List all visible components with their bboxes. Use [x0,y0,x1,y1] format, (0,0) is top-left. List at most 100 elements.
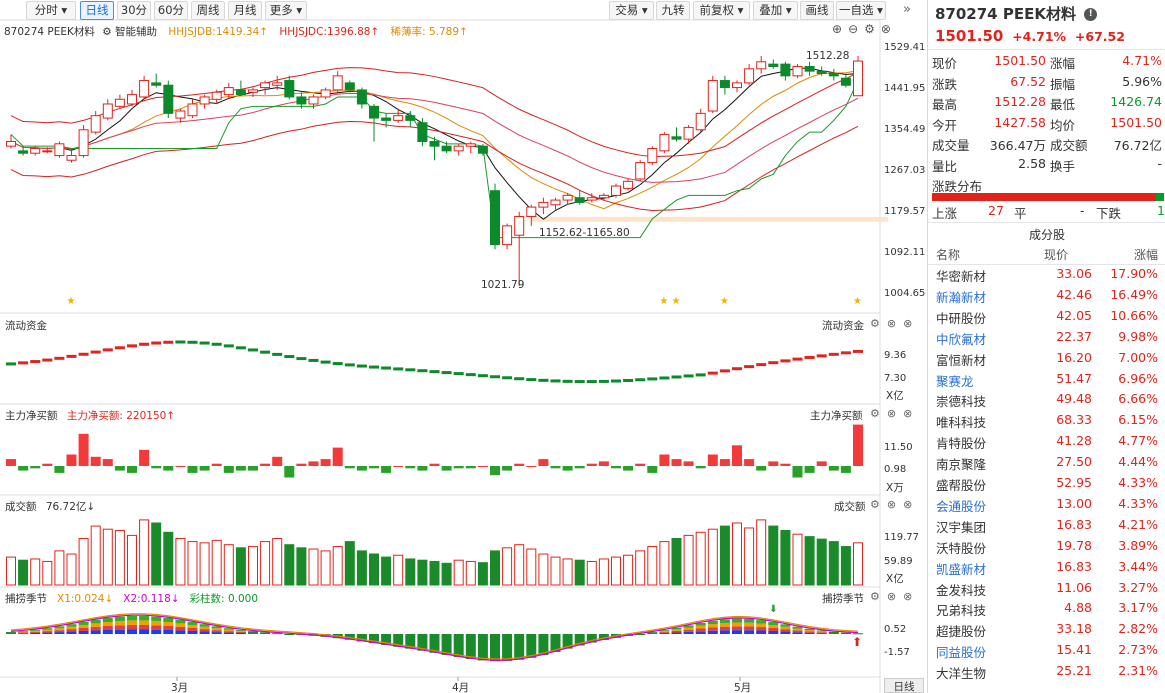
components-title: 成分股 [1028,228,1065,242]
candle-body [611,185,621,196]
component-row[interactable]: 富恒新材 16.20 7.00% [936,350,1162,371]
amount-bar [260,541,271,586]
amount-bar [381,556,392,586]
component-name[interactable]: 中研股份 [936,310,987,326]
component-name[interactable]: 金发科技 [936,582,987,598]
component-price: 42.05 [1056,307,1092,323]
tab-30min[interactable]: 30分 [117,1,151,20]
candle-body [671,136,682,140]
season-bar [42,632,53,634]
season-bar [18,633,29,634]
info-icon[interactable]: ! [1084,8,1098,21]
amount-bar [429,560,440,586]
component-row[interactable]: 南京聚隆 27.50 4.44% [936,454,1162,475]
assist-toggle[interactable]: ⚙ 智能辅助 [102,26,158,38]
component-row[interactable]: 中欣氟材 22.37 9.98% [936,329,1162,350]
panel-controls-flow[interactable]: ⚙⊗⊗ [870,317,920,330]
component-name[interactable]: 崇德科技 [936,394,987,410]
nine-turn-button[interactable]: 九转 [656,1,690,20]
component-name[interactable]: 新瀚新材 [936,289,987,305]
overlay-button[interactable]: 叠加 ▾ [753,1,798,20]
component-name[interactable]: 汉宇集团 [936,519,987,535]
tab-more[interactable]: 更多 ▾ [265,1,307,20]
component-row[interactable]: 中研股份 42.05 10.66% [936,308,1162,329]
panel-controls-amount[interactable]: ⚙⊗⊗ [870,498,920,511]
tab-daily[interactable]: 日线 [80,1,114,20]
flow-mark [719,369,730,373]
component-name[interactable]: 唯科科技 [936,415,987,431]
component-row[interactable]: 同益股份 15.41 2.73% [936,642,1162,663]
component-name[interactable]: 会通股份 [936,498,987,514]
add-icon[interactable]: ⊕ [832,22,849,36]
tab-weekly[interactable]: 周线 [191,1,225,20]
component-name[interactable]: 肯特股份 [936,436,987,452]
amount-bar [102,528,113,586]
component-name[interactable]: 富恒新材 [936,352,987,368]
component-row[interactable]: 兄弟科技 4.88 3.17% [936,600,1162,621]
component-row[interactable]: 凯盛新材 16.83 3.44% [936,559,1162,580]
season-bar [695,625,706,629]
close-icon[interactable]: ⊗ [880,22,897,36]
flow-mark [393,367,404,371]
season-bar [671,629,682,631]
candle-body [308,96,319,105]
net-bar [623,466,634,471]
net-bar [429,463,440,466]
net-bar [78,433,89,466]
component-row[interactable]: 肯特股份 41.28 4.77% [936,433,1162,454]
season-bar [151,616,162,621]
component-row[interactable]: 沃特股份 19.78 3.89% [936,538,1162,559]
component-name[interactable]: 凯盛新材 [936,561,987,577]
component-row[interactable]: 金发科技 11.06 3.27% [936,580,1162,601]
watchlist-button[interactable]: 一自选 ▾ [836,1,886,20]
tab-monthly[interactable]: 月线 [228,1,262,20]
component-name[interactable]: 沃特股份 [936,540,987,556]
trade-button[interactable]: 交易 ▾ [609,1,654,20]
component-pct: 2.82% [1118,621,1158,637]
amount-bar [804,536,815,586]
tab-60min[interactable]: 60分 [154,1,188,20]
draw-button[interactable]: 画线 [800,1,834,20]
flow-mark [477,374,488,378]
component-row[interactable]: 崇德科技 49.48 6.66% [936,391,1162,412]
net-bar [296,463,307,466]
component-row[interactable]: 大洋生物 25.21 2.31% [936,663,1162,684]
candle-body [816,70,827,75]
component-name[interactable]: 兄弟科技 [936,603,987,619]
component-name[interactable]: 超捷股份 [936,624,987,640]
flow-mark [405,368,416,372]
component-row[interactable]: 唯科科技 68.33 6.15% [936,412,1162,433]
component-name[interactable]: 中欣氟材 [936,331,987,347]
component-price: 27.50 [1056,454,1092,470]
settings-icon[interactable]: ⚙ [864,22,881,36]
collapse-icon[interactable]: » [903,2,911,17]
component-name[interactable]: 同益股份 [936,645,987,661]
panel-controls-net[interactable]: ⚙⊗⊗ [870,407,920,420]
component-name[interactable]: 华密新材 [936,269,987,284]
flow-mark [78,352,89,356]
component-row[interactable]: 聚赛龙 51.47 6.96% [936,371,1162,392]
bottom-period-tab[interactable]: 日线 [884,678,924,693]
net-bar [707,454,718,466]
minus-icon[interactable]: ⊖ [848,22,865,36]
component-row[interactable]: 华密新材 33.06 17.90% [936,266,1162,287]
component-name[interactable]: 南京聚隆 [936,457,987,473]
component-name[interactable]: 聚赛龙 [936,373,974,389]
component-price: 52.95 [1056,475,1092,490]
component-name[interactable]: 大洋生物 [936,666,987,682]
amount-bar [320,550,331,586]
component-row[interactable]: 盛帮股份 52.95 4.33% [936,475,1162,496]
flow-mark [102,348,113,352]
season-bar [102,617,113,622]
flow-mark [296,357,307,361]
season-bar [235,629,246,631]
panel-controls-season[interactable]: ⚙⊗⊗ [870,590,920,603]
quote-label: 成交额 [1050,138,1088,153]
component-row[interactable]: 会通股份 13.00 4.33% [936,496,1162,517]
component-row[interactable]: 汉宇集团 16.83 4.21% [936,517,1162,538]
component-row[interactable]: 超捷股份 33.18 2.82% [936,621,1162,642]
adjust-button[interactable]: 前复权 ▾ [693,1,750,20]
tab-fenshi[interactable]: 分时 ▾ [26,1,76,20]
component-name[interactable]: 盛帮股份 [936,478,987,493]
component-row[interactable]: 新瀚新材 42.46 16.49% [936,287,1162,308]
